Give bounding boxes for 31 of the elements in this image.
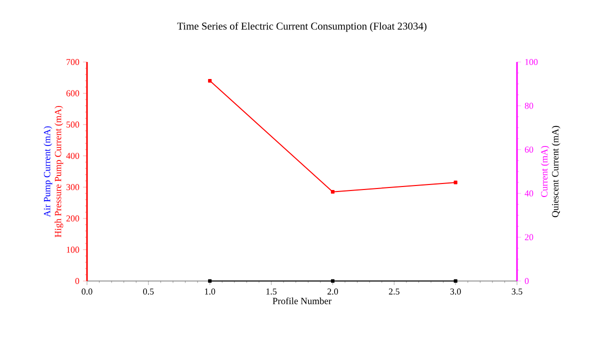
y2-tick-label: 60 bbox=[524, 146, 534, 153]
x-tick-label: 1.5 bbox=[266, 288, 277, 295]
y-tick-label: 300 bbox=[66, 184, 80, 190]
y-tick-label: 0 bbox=[75, 278, 80, 284]
y-tick-label: 100 bbox=[66, 246, 80, 253]
point bbox=[330, 190, 335, 194]
y2-tick-label: 40 bbox=[524, 190, 534, 196]
point bbox=[454, 180, 458, 184]
x-tick-label: 2.0 bbox=[328, 288, 338, 295]
x-tick-label: 3.0 bbox=[450, 288, 461, 295]
y2-tick-label: 20 bbox=[524, 234, 534, 240]
x-axis-title: Profile Number bbox=[272, 297, 332, 304]
y2-tick-label: 80 bbox=[524, 102, 534, 109]
legend-label: Air Pump Current (mA) bbox=[44, 126, 52, 218]
y2-tick-label: 100 bbox=[525, 58, 538, 66]
text: Quiescent Current (mA) bbox=[552, 126, 560, 218]
x-tick-label: 0.5 bbox=[143, 288, 154, 295]
y2-tick-label: 0 bbox=[524, 278, 529, 284]
x-tick-label: 0.0 bbox=[82, 288, 92, 295]
y-tick-label: 700 bbox=[66, 58, 80, 66]
x-tick-label: 2.5 bbox=[388, 288, 400, 295]
legend-label: Current (mA) bbox=[540, 146, 550, 197]
y-tick-label: 400 bbox=[66, 152, 80, 159]
x-tick-label: 1.0 bbox=[205, 288, 216, 295]
y-tick-label: 500 bbox=[66, 122, 80, 128]
text: High Pressure Pump Current (mA) bbox=[54, 106, 64, 238]
x-tick-label: 3.5 bbox=[512, 288, 522, 295]
point bbox=[208, 78, 212, 83]
y-tick-label: 600 bbox=[66, 90, 80, 96]
chart-title: Time Series of Electric Current Consumption (Float 23034) bbox=[177, 22, 426, 32]
y-tick-label: 200 bbox=[66, 215, 80, 222]
